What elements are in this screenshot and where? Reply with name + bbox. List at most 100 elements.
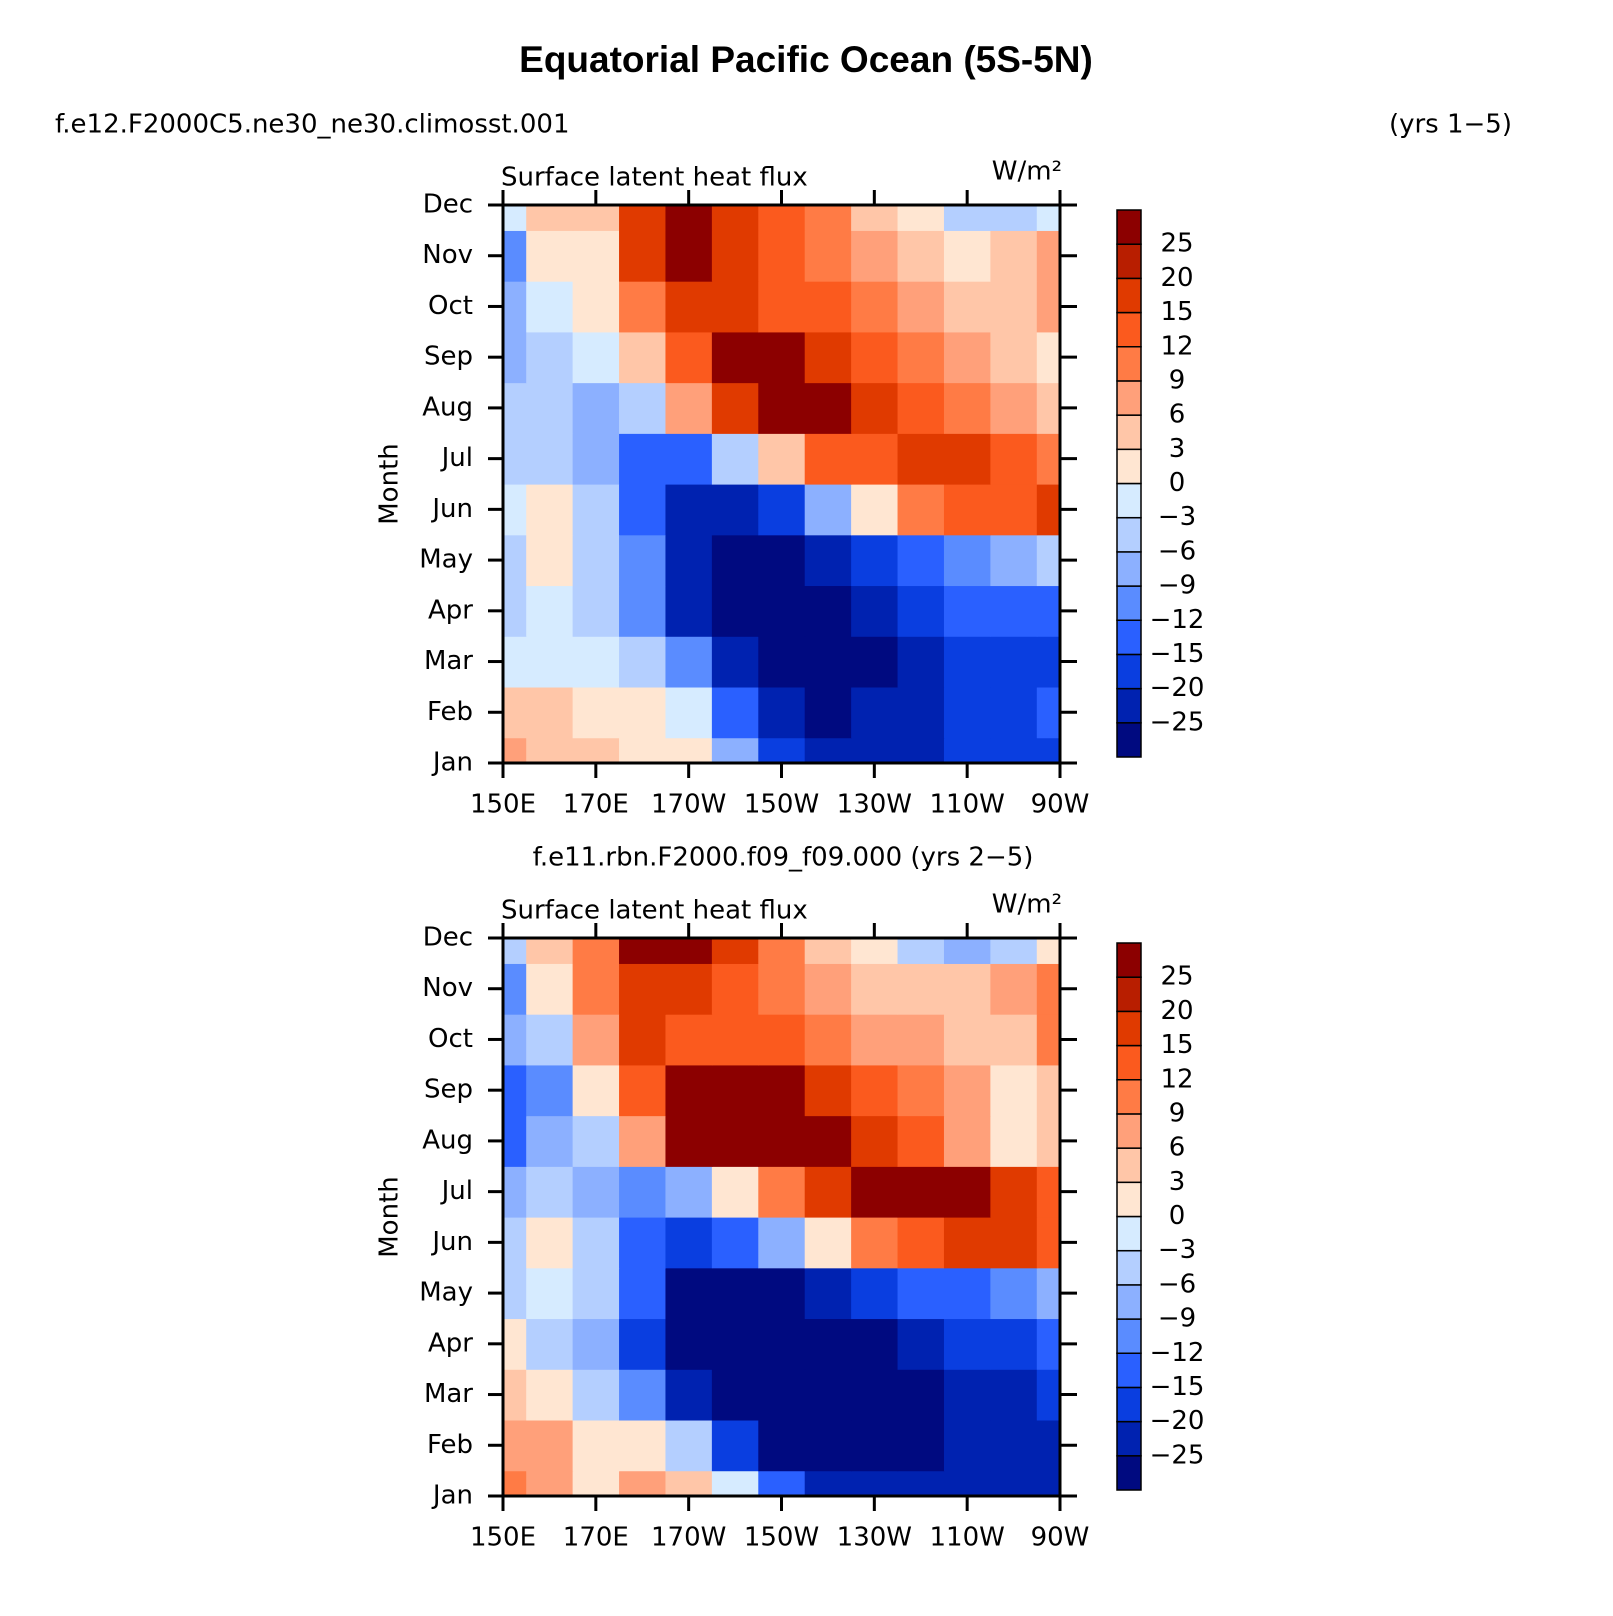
contour-cell xyxy=(990,1267,1038,1320)
contour-cell xyxy=(758,938,806,964)
contour-cell xyxy=(619,534,667,587)
contour-cell xyxy=(990,433,1038,485)
contour-cell xyxy=(804,433,852,485)
contour-cell xyxy=(711,1014,759,1066)
contour-cell xyxy=(804,1217,852,1269)
contour-cell xyxy=(503,938,527,964)
contour-cell xyxy=(665,963,713,1015)
contour-cell xyxy=(526,1267,574,1320)
colorbar-box xyxy=(1116,1079,1142,1115)
contour-cell xyxy=(897,585,945,637)
contour-cell xyxy=(851,484,899,536)
y-tick-label: Apr xyxy=(428,1328,473,1358)
contour-cell xyxy=(897,205,945,231)
contour-cell xyxy=(526,1318,574,1370)
contour-cell xyxy=(897,1217,945,1269)
contour-cell xyxy=(526,686,574,739)
contour-cell xyxy=(758,433,806,485)
contour-cell xyxy=(758,230,806,282)
contour-cell xyxy=(665,737,713,763)
contour-cell xyxy=(665,281,713,333)
colorbar-label: 12 xyxy=(1160,1064,1193,1094)
contour-cell xyxy=(897,938,945,964)
contour-cell xyxy=(572,382,620,434)
contour-cell xyxy=(758,1470,806,1496)
x-tick-label: 150E xyxy=(470,790,536,820)
contour-cell xyxy=(804,1115,852,1167)
contour-cell xyxy=(897,484,945,536)
contour-cell xyxy=(665,331,713,384)
contour-cell xyxy=(619,636,667,688)
contour-cell xyxy=(758,1267,806,1320)
contour-cell xyxy=(804,230,852,282)
contour-cell xyxy=(804,1267,852,1320)
contour-cell xyxy=(990,1217,1038,1269)
y-tick-label: Feb xyxy=(427,1430,473,1460)
contour-cell xyxy=(711,1166,759,1218)
contour-cell xyxy=(572,1470,620,1496)
contour-cell xyxy=(758,205,806,231)
contour-cell xyxy=(990,534,1038,587)
contour-cell xyxy=(943,686,991,739)
contour-cell xyxy=(851,963,899,1015)
colorbar-label: 6 xyxy=(1169,1133,1186,1163)
y-tick-label: Oct xyxy=(428,291,473,321)
contour-cell xyxy=(897,1166,945,1218)
contour-cell xyxy=(503,1166,527,1218)
contour-cell xyxy=(990,636,1038,688)
colorbar-label: 25 xyxy=(1160,229,1193,259)
contour-cell xyxy=(1036,1217,1060,1269)
contour-cell xyxy=(526,636,574,688)
x-tick-label: 130W xyxy=(837,790,912,820)
contour-cell xyxy=(943,281,991,333)
contour-cell xyxy=(711,382,759,434)
contour-cell xyxy=(943,737,991,763)
contour-cell xyxy=(804,585,852,637)
field xyxy=(503,938,1060,1496)
contour-cell xyxy=(665,205,713,231)
colorbar-box xyxy=(1116,414,1142,451)
contour-cell xyxy=(503,1318,527,1370)
contour-cell xyxy=(990,484,1038,536)
contour-cell xyxy=(758,636,806,688)
y-tick-label: Sep xyxy=(424,1075,473,1105)
contour-cell xyxy=(758,585,806,637)
contour-cell xyxy=(758,1369,806,1421)
contour-cell xyxy=(665,1267,713,1320)
contour-cell xyxy=(665,686,713,739)
contour-cell xyxy=(619,1166,667,1218)
figure-title: Equatorial Pacific Ocean (5S-5N) xyxy=(519,39,1093,80)
y-tick-label: Jan xyxy=(431,748,473,778)
contour-cell xyxy=(503,534,527,587)
colorbar-label: 9 xyxy=(1169,365,1186,395)
contour-cell xyxy=(619,1064,667,1117)
contour-cell xyxy=(943,382,991,434)
contour-cell xyxy=(943,963,991,1015)
contour-cell xyxy=(572,1115,620,1167)
contour-cell xyxy=(572,1014,620,1066)
y-tick-label: Dec xyxy=(423,190,473,220)
x-tick-label: 170E xyxy=(563,790,629,820)
contour-cell xyxy=(851,382,899,434)
contour-cell xyxy=(897,331,945,384)
contour-cell xyxy=(1036,1014,1060,1066)
contour-cell xyxy=(665,938,713,964)
contour-cell xyxy=(804,484,852,536)
contour-cell xyxy=(990,1064,1038,1117)
contour-cell xyxy=(851,1267,899,1320)
contour-cell xyxy=(851,636,899,688)
contour-cell xyxy=(897,433,945,485)
contour-cell xyxy=(503,1470,527,1496)
colorbar-box xyxy=(1116,482,1142,519)
colorbar-label: 25 xyxy=(1160,962,1193,992)
contour-cell xyxy=(943,1166,991,1218)
contour-cell xyxy=(1036,1369,1060,1421)
contour-cell xyxy=(526,433,574,485)
colorbar-box xyxy=(1116,942,1142,978)
contour-cell xyxy=(990,331,1038,384)
contour-cell xyxy=(503,230,527,282)
colorbar-box xyxy=(1116,311,1142,348)
x-tick-label: 90W xyxy=(1031,1523,1090,1553)
contour-cell xyxy=(665,230,713,282)
